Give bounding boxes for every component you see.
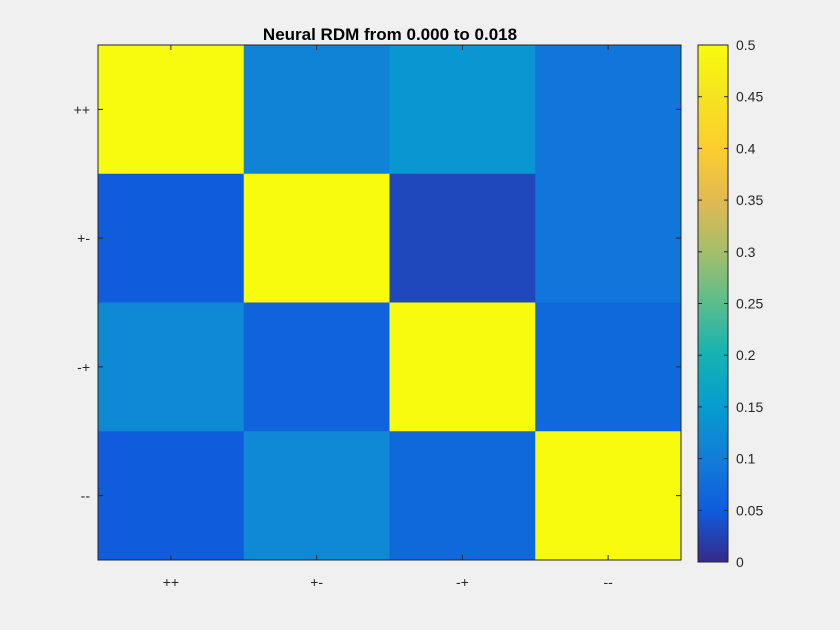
- plot-frame: [97, 44, 682, 561]
- x-tick-label: --: [603, 574, 613, 590]
- colorbar-tick-label: 0.5: [736, 37, 756, 53]
- x-tick-label: ++: [163, 574, 179, 590]
- heatmap-cell: [98, 302, 245, 432]
- heatmap-cell: [98, 431, 245, 561]
- heatmap-cell: [535, 431, 682, 561]
- colorbar-tick-label: 0.15: [736, 399, 763, 415]
- colorbar-tick-label: 0.35: [736, 192, 763, 208]
- y-axis: ++ +- -+ --: [74, 101, 681, 504]
- heatmap-cell: [535, 173, 682, 303]
- colorbar-tick-label: 0.45: [736, 89, 763, 105]
- heatmap-cell: [243, 302, 390, 432]
- heatmap-cell: [389, 173, 536, 303]
- heatmap-cell: [243, 431, 390, 561]
- heatmap-cell: [389, 431, 536, 561]
- colorbar-tick-label: 0.4: [736, 140, 756, 156]
- colorbar-tick-label: 0.25: [736, 296, 763, 312]
- x-tick-label: -+: [456, 574, 469, 590]
- heatmap-cell: [535, 302, 682, 432]
- chart-title: Neural RDM from 0.000 to 0.018: [263, 25, 517, 44]
- y-tick-label: +-: [77, 230, 90, 246]
- heatmap-cell: [98, 45, 245, 175]
- colorbar-tick-label: 0.1: [736, 451, 756, 467]
- heatmap-cell: [389, 45, 536, 175]
- heatmap-cell: [535, 45, 682, 175]
- colorbar-tick-label: 0.3: [736, 244, 756, 260]
- colorbar-ticks: 0 0.05 0.1 0.15 0.2 0.25 0.3 0.35 0.4 0.45 0.5: [698, 37, 763, 570]
- heatmap-cell: [243, 173, 390, 303]
- heatmap-cell: [98, 173, 245, 303]
- heatmap-cells: [98, 45, 682, 561]
- y-tick-label: ++: [74, 101, 90, 117]
- colorbar: 0 0.05 0.1 0.15 0.2 0.25 0.3 0.35 0.4 0.45 0.5: [697, 37, 763, 570]
- colorbar-tick-label: 0.05: [736, 502, 763, 518]
- heatmap-cell: [389, 302, 536, 432]
- colorbar-gradient: [697, 44, 729, 563]
- colorbar-tick-label: 0: [736, 554, 744, 570]
- heatmap-cell: [243, 45, 390, 175]
- colorbar-tick-label: 0.2: [736, 347, 756, 363]
- y-tick-label: -+: [77, 359, 90, 375]
- x-tick-label: +-: [310, 574, 323, 590]
- x-axis: ++ +- -+ --: [163, 45, 613, 590]
- y-tick-label: --: [81, 488, 91, 504]
